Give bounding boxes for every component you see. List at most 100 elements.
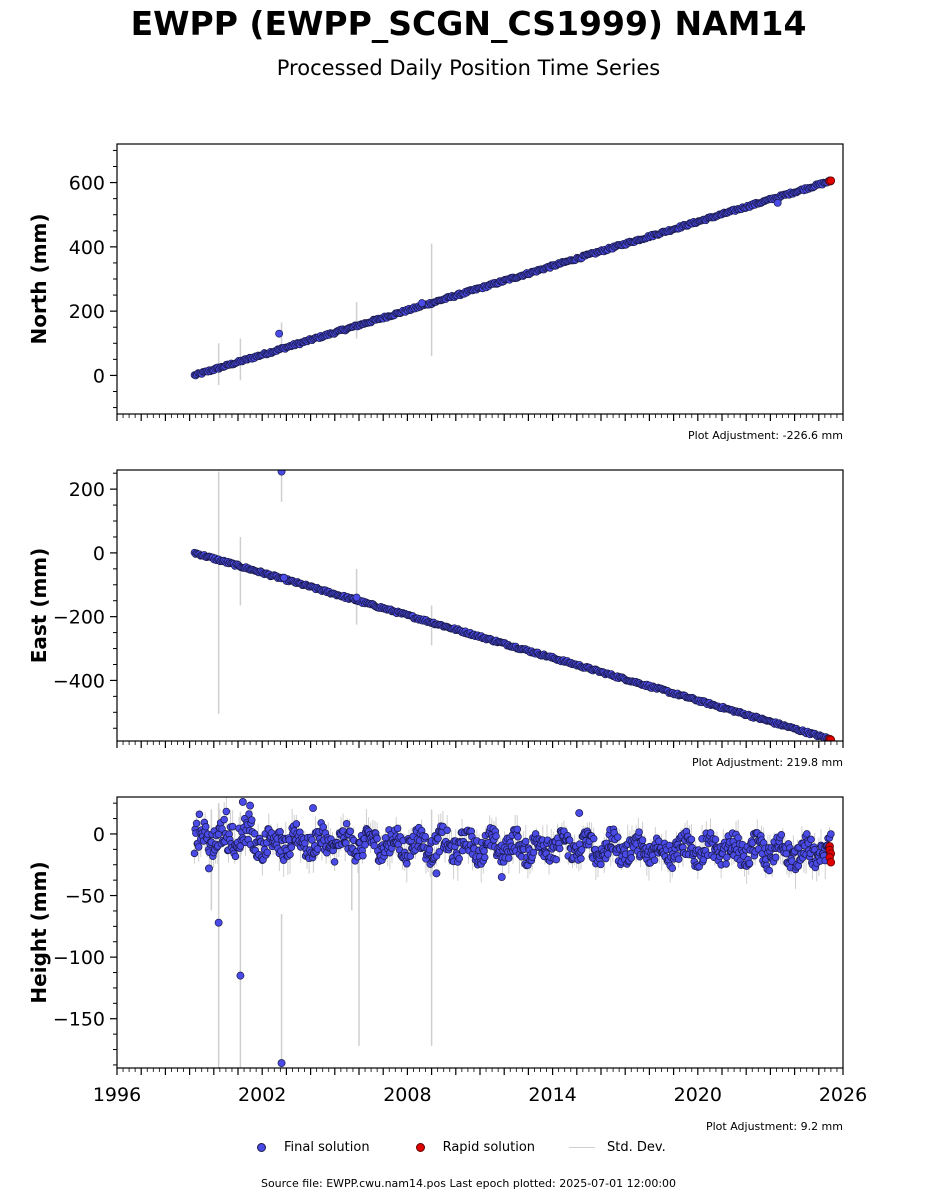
panel-2: −400 −200 0 200 East (mm) Plot Adjustment: 21… bbox=[27, 469, 844, 769]
rapid-solution-marker-icon bbox=[415, 1142, 425, 1152]
y-tick-label: 600 bbox=[69, 173, 105, 195]
panel-frame bbox=[116, 143, 844, 415]
legend-std-label: Std. Dev. bbox=[607, 1139, 666, 1155]
final-solution-point bbox=[497, 873, 506, 882]
final-solution-point bbox=[514, 833, 522, 841]
rapid-solution-point bbox=[826, 858, 836, 867]
final-solution-point bbox=[346, 827, 354, 836]
final-solution-point bbox=[373, 834, 381, 843]
final-solution-point bbox=[827, 830, 835, 838]
final-solution-point bbox=[565, 836, 574, 844]
final-solution-point bbox=[513, 825, 522, 834]
final-solution-point bbox=[236, 971, 245, 980]
y-tick-label: −100 bbox=[53, 947, 105, 969]
final-solution-point bbox=[480, 847, 488, 855]
final-solution-point bbox=[359, 851, 367, 860]
final-solution-point bbox=[597, 860, 605, 869]
final-solution-point bbox=[263, 848, 272, 857]
final-solution-point bbox=[276, 827, 284, 836]
y-tick-label: 0 bbox=[93, 365, 105, 387]
y-tick-label: 400 bbox=[69, 237, 105, 259]
final-solution-point bbox=[765, 866, 774, 875]
final-solution-point bbox=[393, 824, 402, 833]
final-solution-point bbox=[522, 837, 530, 846]
final-solution-point bbox=[417, 299, 426, 308]
panel-1: 0 200 400 600 North (mm) Plot Adjustment: -22… bbox=[27, 143, 844, 442]
legend-std: Std. Dev. bbox=[569, 1140, 666, 1155]
final-solution-point bbox=[205, 864, 213, 873]
legend-rapid-label: Rapid solution bbox=[442, 1139, 536, 1155]
rapid-solution-point bbox=[826, 176, 836, 185]
final-solution-point bbox=[287, 843, 296, 852]
final-solution-point bbox=[771, 853, 780, 862]
final-solution-point bbox=[745, 859, 754, 868]
final-solution-point bbox=[575, 809, 584, 817]
final-solution-point bbox=[421, 832, 429, 841]
final-solution-point bbox=[432, 869, 441, 878]
final-solution-point bbox=[638, 836, 647, 844]
final-solution-point bbox=[434, 834, 442, 843]
final-solution-point bbox=[309, 804, 317, 813]
panel-3: −150 −100 −50 0 1996 2002 2008 2014 2020 2026 Heig… bbox=[27, 796, 867, 1133]
final-solution-point bbox=[552, 855, 560, 864]
final-solution-point bbox=[723, 853, 731, 862]
source-footer: Source file: EWPP.cwu.nam14.pos Last epo… bbox=[260, 1177, 677, 1190]
y-tick-label: 0 bbox=[93, 824, 105, 846]
final-solution-point bbox=[214, 918, 223, 927]
final-solution-point bbox=[650, 856, 659, 865]
final-solution-point bbox=[308, 836, 316, 844]
x-tick-label: 2020 bbox=[674, 1084, 722, 1106]
y-axis-label: Height (mm) bbox=[27, 861, 51, 1003]
final-solution-point bbox=[589, 834, 598, 843]
final-solution-point bbox=[277, 470, 286, 476]
legend-final-label: Final solution bbox=[284, 1139, 370, 1155]
final-solution-point bbox=[706, 829, 715, 837]
final-solution-point bbox=[492, 832, 500, 840]
final-solution-point bbox=[280, 573, 288, 582]
final-solution-point bbox=[202, 823, 210, 831]
final-solution-point bbox=[505, 854, 513, 862]
y-tick-label: 0 bbox=[93, 543, 105, 565]
x-tick-label: 2014 bbox=[528, 1084, 576, 1106]
final-solution-point bbox=[220, 815, 228, 824]
final-solution-point bbox=[711, 835, 720, 844]
y-axis-label: East (mm) bbox=[27, 548, 51, 664]
final-solution-point bbox=[773, 198, 782, 207]
final-solution-point bbox=[352, 593, 361, 602]
chart-title: EWPP (EWPP_SCGN_CS1999) NAM14 bbox=[130, 4, 807, 43]
panel-data-3 bbox=[190, 797, 836, 1068]
final-solution-point bbox=[190, 849, 199, 858]
panel-frame bbox=[116, 469, 844, 742]
final-solution-point bbox=[275, 329, 284, 338]
x-tick-label: 2026 bbox=[819, 1084, 867, 1106]
final-solution-point bbox=[406, 852, 415, 860]
y-tick-label: −50 bbox=[65, 886, 105, 908]
final-solution-point bbox=[687, 835, 696, 844]
final-solution-point bbox=[192, 819, 201, 828]
legend: Final solution Rapid solution Std. Dev. bbox=[245, 1137, 700, 1157]
final-solution-point bbox=[455, 854, 463, 863]
final-solution-point bbox=[480, 853, 489, 862]
x-tick-label: 1996 bbox=[93, 1084, 141, 1106]
final-solution-point bbox=[248, 816, 256, 824]
final-solution-point bbox=[195, 810, 204, 819]
final-solution-point bbox=[245, 810, 253, 818]
final-solution-point bbox=[194, 843, 203, 851]
final-solution-point bbox=[286, 850, 294, 859]
final-solution-point bbox=[577, 854, 585, 863]
final-solution-point bbox=[788, 857, 796, 865]
y-axis-label: North (mm) bbox=[27, 213, 51, 344]
final-solution-point bbox=[529, 848, 538, 857]
y-tick-label: 200 bbox=[69, 479, 105, 501]
final-solution-point bbox=[555, 844, 564, 853]
x-tick-label: 2008 bbox=[383, 1084, 431, 1106]
final-solution-point bbox=[361, 841, 369, 849]
y-tick-label: 200 bbox=[69, 301, 105, 323]
y-tick-label: −150 bbox=[53, 1009, 105, 1031]
panel-data-2 bbox=[190, 470, 836, 741]
final-solution-point bbox=[635, 828, 643, 836]
final-solution-point bbox=[722, 860, 730, 868]
plot-adjustment-note: Plot Adjustment: 219.8 mm bbox=[692, 756, 843, 769]
final-solution-point bbox=[668, 864, 677, 872]
